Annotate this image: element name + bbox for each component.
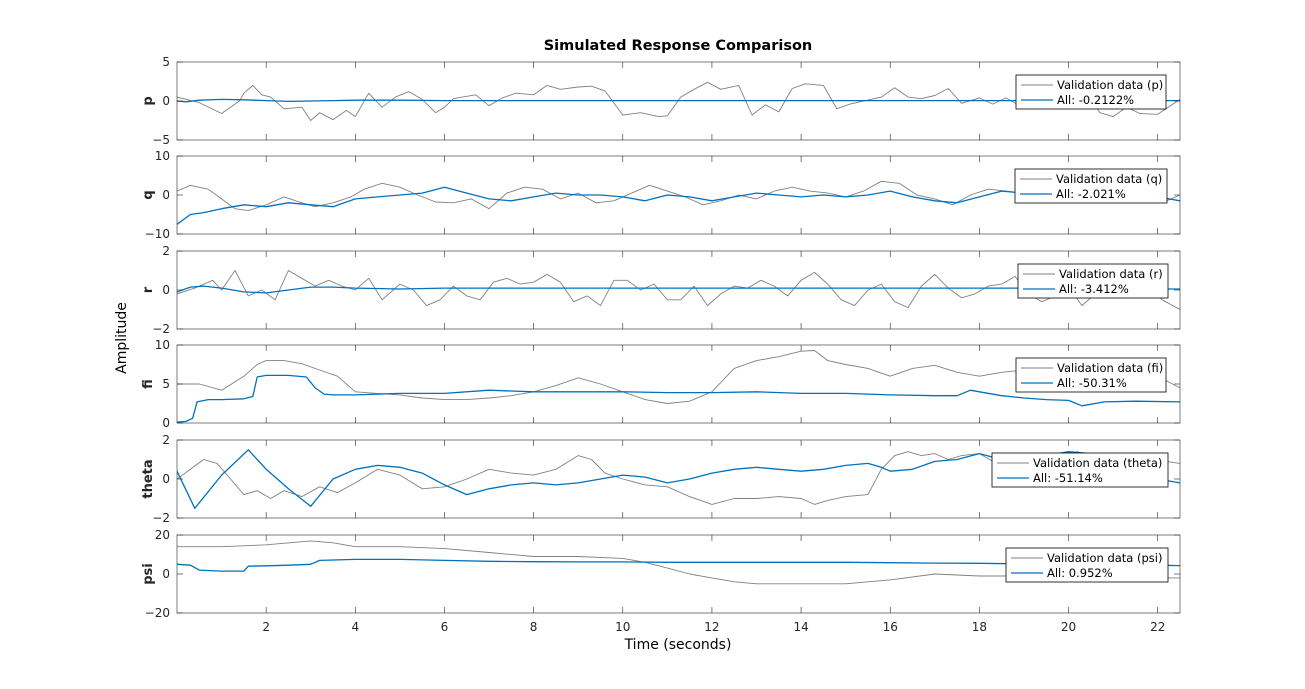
x-tick-label: 8: [530, 620, 538, 634]
simulated-line-p: [177, 98, 1180, 103]
x-tick-label: 20: [1061, 620, 1076, 634]
subplot-stack: −5 0 5 p Validation data (p)All: -0.2122% −10…: [141, 55, 1181, 634]
x-tick-label: 16: [883, 620, 898, 634]
y-tick-label: 5: [162, 55, 170, 69]
legend-entry: Validation data (fi): [1057, 361, 1163, 375]
channel-label-psi: psi: [141, 563, 156, 585]
chart-title: Simulated Response Comparison: [544, 38, 813, 54]
subplot-theta: −2 0 2 theta Validation data (theta)All: -51…: [141, 433, 1181, 525]
y-tick-label: 0: [162, 188, 170, 202]
legend-box: [1017, 263, 1169, 299]
x-tick-label: 6: [441, 620, 449, 634]
simulated-line-fi: [177, 374, 1180, 423]
plot-area: [177, 345, 1180, 423]
y-tick-label: 2: [162, 244, 170, 258]
series-group: [177, 180, 1180, 225]
x-tick-label: 2: [262, 620, 270, 634]
subplot-r: −2 0 2 r Validation data (r)All: -3.412%: [141, 244, 1181, 336]
subplot-psi: −20 0 20 psi Validation data (psi)All: 0.952…: [141, 528, 1181, 620]
legend-entry: All: 0.952%: [1047, 566, 1113, 580]
channel-label-fi: fi: [141, 379, 156, 389]
legend-entry: Validation data (r): [1059, 267, 1163, 281]
y-tick-label: 0: [162, 472, 170, 486]
legend-entry: All: -3.412%: [1059, 282, 1129, 296]
legend-box: [1015, 74, 1167, 110]
legend-entry: All: -2.021%: [1056, 187, 1126, 201]
legend-box: [991, 452, 1169, 488]
x-tick-label: 12: [704, 620, 719, 634]
y-tick-label: 0: [162, 416, 170, 430]
y-tick-label: 0: [162, 94, 170, 108]
legend-fi: Validation data (fi)All: -50.31%: [1015, 357, 1167, 393]
y-tick-label: −2: [152, 322, 170, 336]
legend-entry: All: -0.2122%: [1057, 93, 1134, 107]
legend-theta: Validation data (theta)All: -51.14%: [991, 452, 1169, 488]
channel-label-q: q: [141, 190, 156, 199]
measured-line-psi: [177, 540, 1180, 585]
legend-box: [1015, 357, 1167, 393]
legend-entry: Validation data (q): [1056, 172, 1162, 186]
subplot-p: −5 0 5 p Validation data (p)All: -0.2122%: [141, 55, 1181, 147]
measured-line-p: [177, 81, 1180, 121]
y-tick-label: 10: [155, 338, 170, 352]
channel-label-p: p: [141, 96, 156, 105]
series-group: [177, 540, 1180, 585]
y-tick-label: −10: [145, 227, 170, 241]
plot-area: [177, 251, 1180, 329]
simulated-line-psi: [177, 558, 1180, 572]
y-axis-label: Amplitude: [114, 302, 130, 374]
legend-entry: All: -50.31%: [1057, 376, 1127, 390]
legend-entry: All: -51.14%: [1033, 471, 1103, 485]
x-tick-label: 14: [793, 620, 808, 634]
x-tick-label: 10: [615, 620, 630, 634]
x-axis-label: Time (seconds): [624, 637, 732, 653]
channel-label-r: r: [141, 286, 156, 293]
y-tick-label: 2: [162, 433, 170, 447]
legend-psi: Validation data (psi)All: 0.952%: [1005, 547, 1169, 583]
y-tick-label: 10: [155, 149, 170, 163]
y-tick-label: 0: [162, 283, 170, 297]
legend-p: Validation data (p)All: -0.2122%: [1015, 74, 1167, 110]
subplot-fi: 0 5 10 fi Validation data (fi)All: -50.31%: [141, 338, 1181, 430]
y-tick-label: 0: [162, 567, 170, 581]
legend-box: [1014, 168, 1168, 204]
series-group: [177, 81, 1180, 121]
legend-box: [1005, 547, 1169, 583]
x-tick-label: 22: [1150, 620, 1165, 634]
legend-entry: Validation data (psi): [1047, 551, 1162, 565]
series-group: [177, 350, 1180, 423]
y-tick-label: −2: [152, 511, 170, 525]
subplot-q: −10 0 10 q Validation data (q)All: -2.021%: [141, 149, 1181, 241]
y-tick-label: 20: [155, 528, 170, 542]
x-tick-label: 4: [351, 620, 359, 634]
series-group: [177, 270, 1180, 310]
legend-r: Validation data (r)All: -3.412%: [1017, 263, 1169, 299]
simulated-line-q: [177, 186, 1180, 225]
measured-line-fi: [177, 350, 1180, 404]
legend-entry: Validation data (theta): [1033, 456, 1162, 470]
simulated-line-r: [177, 285, 1180, 294]
channel-label-theta: theta: [141, 459, 156, 498]
x-tick-label: 18: [972, 620, 987, 634]
legend-entry: Validation data (p): [1057, 78, 1163, 92]
legend-q: Validation data (q)All: -2.021%: [1014, 168, 1168, 204]
y-tick-label: −20: [145, 606, 170, 620]
y-tick-label: −5: [152, 133, 170, 147]
y-tick-label: 5: [162, 377, 170, 391]
